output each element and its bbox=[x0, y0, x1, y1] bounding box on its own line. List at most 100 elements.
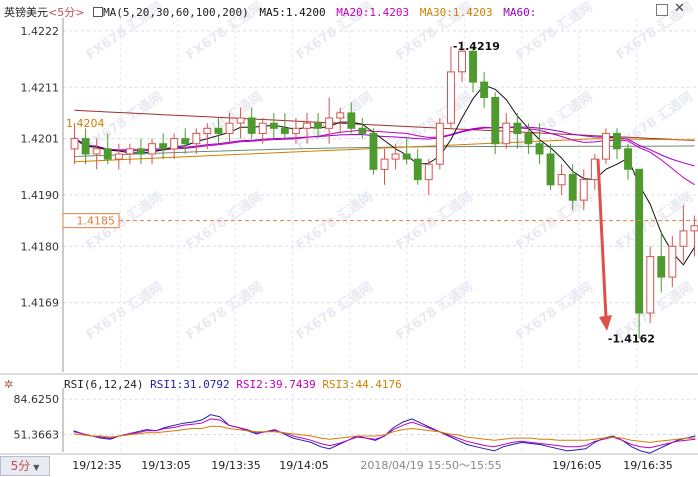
candle-down bbox=[247, 117, 256, 134]
rsi-header-values: RSI(6,12,24) RSI1:31.0792 RSI2:39.7439 R… bbox=[64, 378, 402, 391]
period-label[interactable]: <5分> bbox=[48, 6, 85, 19]
candle-up bbox=[203, 127, 212, 134]
time-tick-label: 2018/04/19 15:50～15:55 bbox=[360, 459, 501, 472]
candle-down bbox=[480, 81, 489, 98]
candle-down bbox=[369, 132, 378, 170]
candle-down bbox=[181, 138, 190, 145]
candle-up bbox=[236, 117, 245, 124]
period-tab[interactable]: 5分 ▼ bbox=[0, 456, 50, 476]
rsi-line-rsi3 bbox=[73, 425, 696, 443]
ma60-value: MA60: bbox=[503, 6, 537, 19]
candle-up bbox=[435, 122, 444, 165]
candle-up bbox=[579, 179, 588, 201]
ma200-line bbox=[74, 109, 695, 141]
candle-down bbox=[635, 168, 644, 314]
candle-up bbox=[391, 153, 400, 160]
rsi3-value: RSI3:44.4176 bbox=[322, 378, 402, 391]
price-tick-label: 1.4211 bbox=[21, 81, 60, 94]
price-tick-label: 1.4180 bbox=[21, 240, 60, 253]
candle-down bbox=[103, 148, 112, 160]
candle-up bbox=[646, 256, 655, 314]
rsi-params[interactable]: RSI(6,12,24) bbox=[64, 378, 144, 391]
candle-up bbox=[447, 71, 455, 124]
rsi-header: ✲ bbox=[4, 378, 13, 391]
candle-down bbox=[137, 148, 145, 155]
candle-up bbox=[225, 122, 234, 134]
candle-up bbox=[502, 122, 511, 145]
candle-down bbox=[513, 122, 522, 134]
candle-down bbox=[347, 112, 356, 129]
ma-params[interactable]: MA(5,20,30,60,100,200) bbox=[103, 6, 249, 19]
candle-down bbox=[546, 153, 555, 186]
ma30-line bbox=[74, 138, 695, 163]
candle-up bbox=[380, 158, 389, 170]
time-tick-label: 19/14:05 bbox=[279, 459, 328, 472]
dropdown-arrow-icon: ▼ bbox=[33, 463, 40, 472]
ma-params-checkbox-icon[interactable] bbox=[93, 7, 104, 17]
candle-down bbox=[657, 256, 666, 278]
low-annotation: -1.4162 bbox=[608, 333, 655, 346]
candle-down bbox=[613, 132, 621, 150]
high-annotation: -1.4219 bbox=[453, 40, 500, 53]
rsi-tick-label: 51.3663 bbox=[14, 429, 60, 442]
candle-up bbox=[192, 132, 201, 145]
candle-up bbox=[458, 50, 467, 73]
candle-down bbox=[214, 127, 223, 134]
current-price-label: 1.4185 bbox=[77, 215, 116, 228]
candle-down bbox=[624, 148, 632, 170]
rsi-tick-label: 84.6250 bbox=[14, 393, 60, 406]
axis-labels: 1.4222 1.4211 1.4201 1.4190 1.4180 1.4169 84.6… bbox=[14, 25, 673, 472]
annotations: 1.4185 1.4204 -1.4219 -1.4162 bbox=[62, 40, 698, 346]
chart-grid bbox=[63, 18, 698, 452]
candle-down bbox=[413, 158, 422, 181]
period-tab-label: 5分 bbox=[10, 459, 31, 473]
close-icon[interactable]: ✕ bbox=[674, 1, 685, 16]
candle-up bbox=[292, 127, 300, 134]
candle-down bbox=[491, 97, 500, 145]
candle-up bbox=[557, 174, 566, 186]
ma20-value: MA20:1.4203 bbox=[336, 6, 410, 19]
rsi1-value: RSI1:31.0792 bbox=[150, 378, 230, 391]
candle-down bbox=[314, 122, 323, 129]
candle-down bbox=[568, 174, 577, 201]
axis-frame bbox=[0, 18, 698, 455]
time-tick-label: 19/16:35 bbox=[623, 459, 672, 472]
rsi-settings-icon[interactable]: ✲ bbox=[4, 378, 14, 391]
price-tick-label: 1.4190 bbox=[21, 189, 60, 202]
last-close-label: 1.4204 bbox=[66, 117, 105, 130]
candle-down bbox=[402, 153, 411, 160]
candle-down bbox=[159, 143, 168, 150]
candle-up bbox=[114, 153, 123, 160]
current-price-box bbox=[62, 213, 120, 229]
candle-up bbox=[92, 148, 101, 155]
candle-up bbox=[679, 230, 688, 247]
candle-up bbox=[424, 163, 433, 181]
price-tick-label: 1.4169 bbox=[21, 297, 60, 310]
candle-up bbox=[668, 245, 677, 278]
time-tick-label: 19/13:05 bbox=[141, 459, 190, 472]
ma100-line bbox=[74, 145, 695, 157]
candle-down bbox=[524, 132, 533, 145]
candle-up bbox=[336, 112, 345, 119]
candle-up bbox=[325, 117, 334, 129]
rsi-lines bbox=[73, 414, 696, 454]
candle-up bbox=[148, 143, 157, 155]
ma5-value: MA5:1.4200 bbox=[259, 6, 326, 19]
candle-down bbox=[280, 127, 289, 134]
candle-up bbox=[303, 122, 312, 129]
time-tick-label: 19/13:35 bbox=[211, 459, 260, 472]
candle-up bbox=[70, 138, 79, 150]
candle-up bbox=[170, 138, 179, 150]
candle-down bbox=[469, 50, 478, 83]
down-arrow-shaft bbox=[596, 159, 608, 319]
candle-up bbox=[126, 148, 134, 155]
candle-down bbox=[81, 138, 90, 155]
price-tick-label: 1.4222 bbox=[21, 25, 60, 38]
rsi2-value: RSI2:39.7439 bbox=[236, 378, 316, 391]
candle-down bbox=[535, 143, 544, 155]
maximize-icon[interactable] bbox=[656, 4, 668, 16]
candle-up bbox=[258, 122, 267, 134]
candle-up bbox=[690, 225, 698, 232]
ma30-value: MA30:1.4203 bbox=[419, 6, 493, 19]
